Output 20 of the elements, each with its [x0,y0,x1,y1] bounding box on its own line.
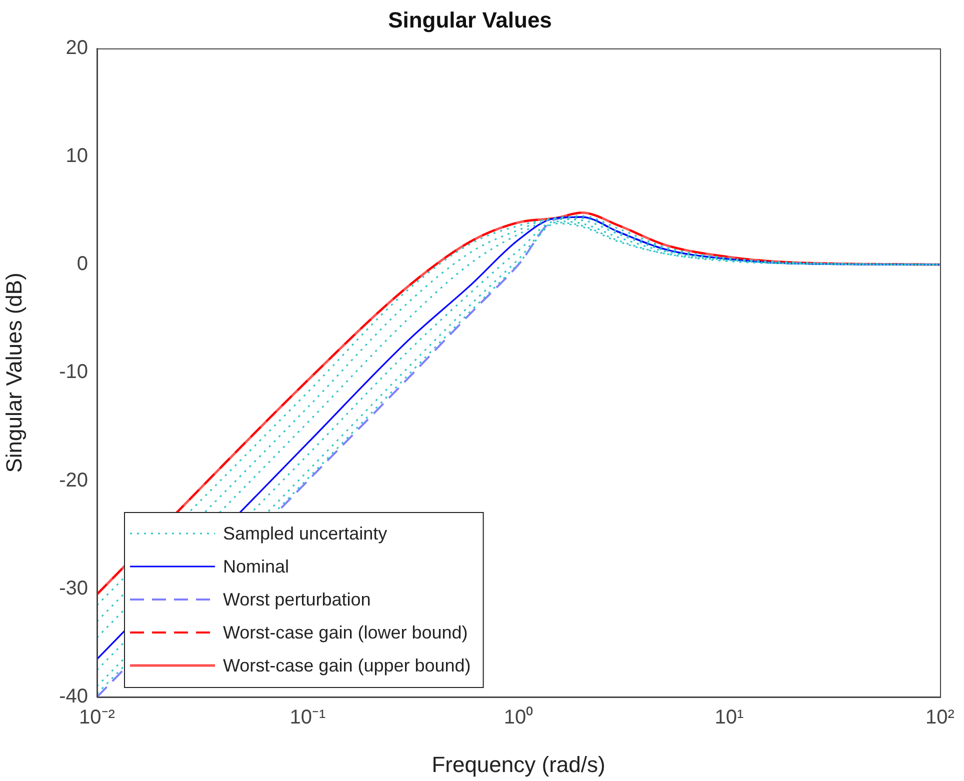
x-tick-label: 10⁰ [504,706,534,729]
y-tick-label: -30 [59,577,88,600]
legend-label: Nominal [223,556,290,576]
y-tick-label: -20 [59,469,88,492]
y-tick-label: -40 [59,686,88,708]
y-tick-label: 20 [66,36,88,59]
x-tick-label: 10¹ [714,706,744,729]
x-tick-label: 10⁻² [79,706,116,729]
x-tick-label: 10⁻¹ [290,706,326,729]
legend-label: Sampled uncertainty [223,523,388,544]
x-tick-label: 10² [926,706,955,729]
y-tick-label: -10 [59,361,88,384]
y-axis-title: Singular Values (dB) [1,272,26,473]
x-axis-title: Frequency (rad/s) [432,752,606,777]
legend-label: Worst perturbation [223,589,371,610]
legend-label: Worst-case gain (lower bound) [223,622,468,642]
chart-title: Singular Values [388,7,552,32]
legend-label: Worst-case gain (upper bound) [223,655,471,676]
y-tick-label: 0 [76,253,88,276]
y-tick-label: 10 [66,145,88,168]
